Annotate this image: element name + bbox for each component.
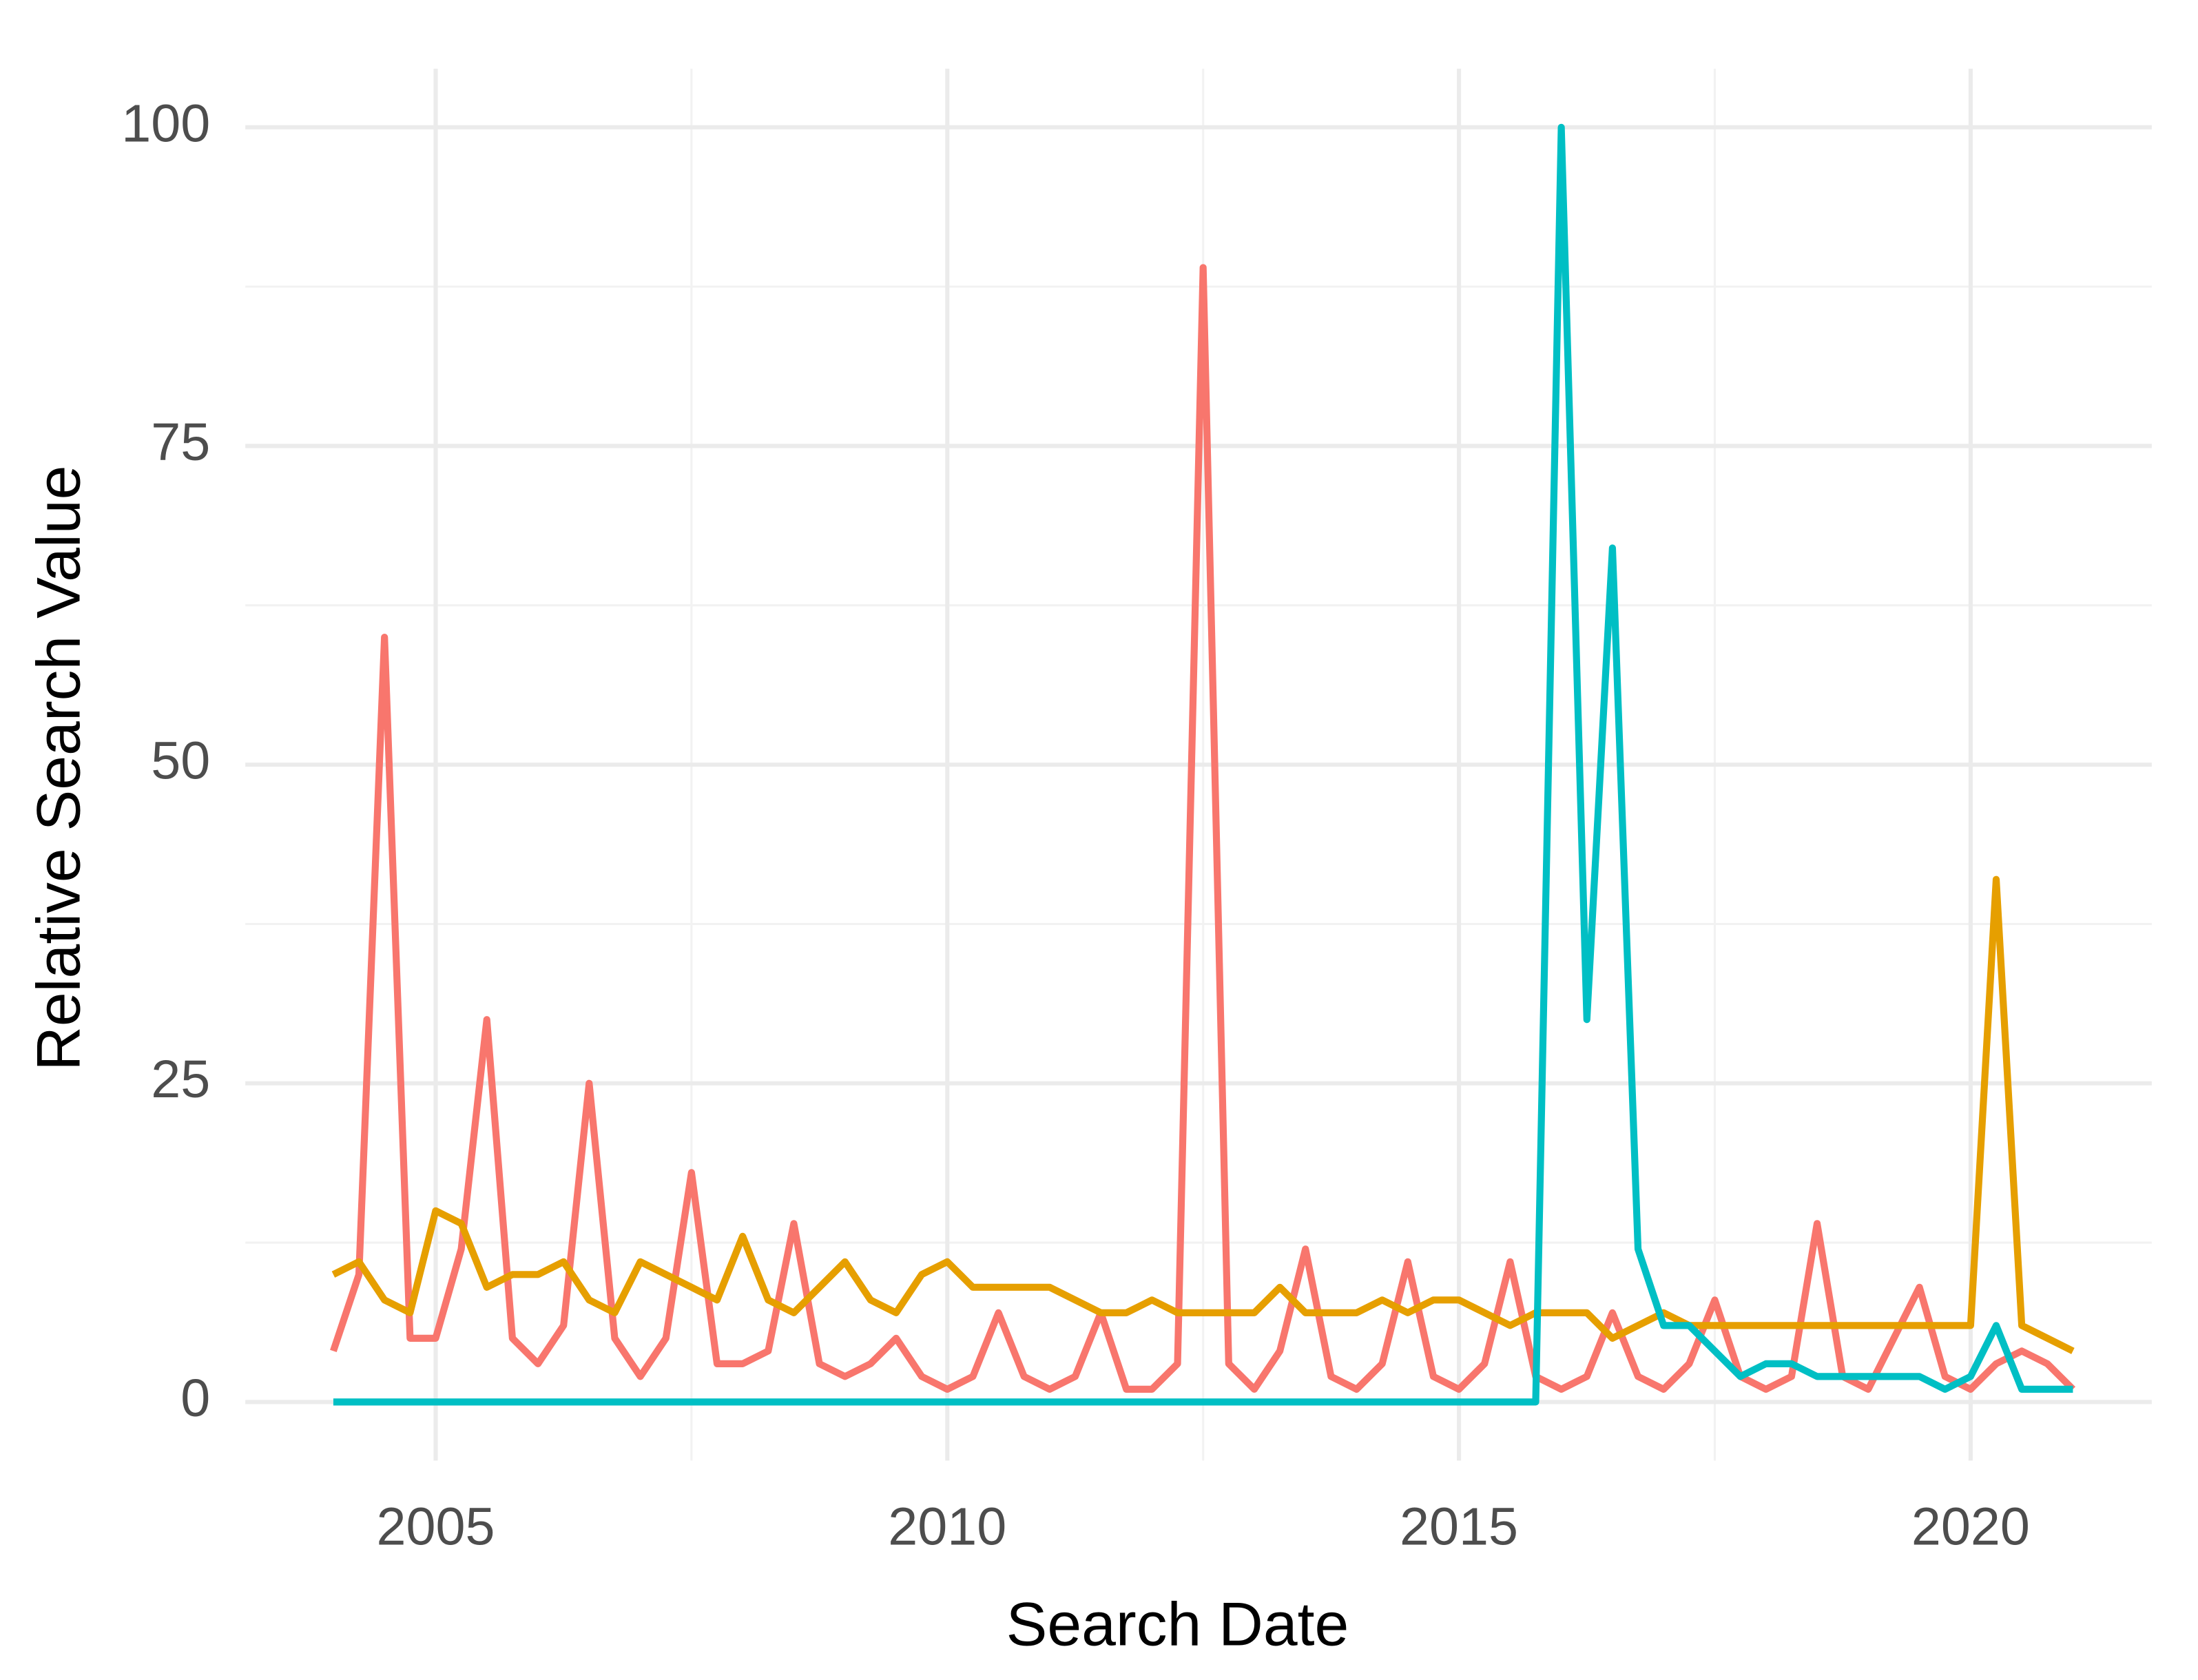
series-line [331, 875, 2075, 1354]
y-tick-label: 0 [180, 1369, 210, 1428]
y-tick-label: 100 [121, 94, 210, 153]
y-tick-label: 75 [151, 413, 210, 472]
y-tick-label: 25 [151, 1050, 210, 1109]
x-tick-label: 2015 [1400, 1497, 1518, 1557]
x-axis-title: Search Date [1006, 1589, 1349, 1658]
y-tick-label: 50 [151, 732, 210, 791]
x-tick-label: 2020 [1911, 1497, 2030, 1557]
x-tick-label: 2005 [376, 1497, 495, 1557]
series-line [330, 264, 2076, 1393]
series-line [333, 123, 2073, 1406]
x-tick-label: 2010 [888, 1497, 1006, 1557]
y-axis-title: Relative Search Value [23, 466, 92, 1071]
